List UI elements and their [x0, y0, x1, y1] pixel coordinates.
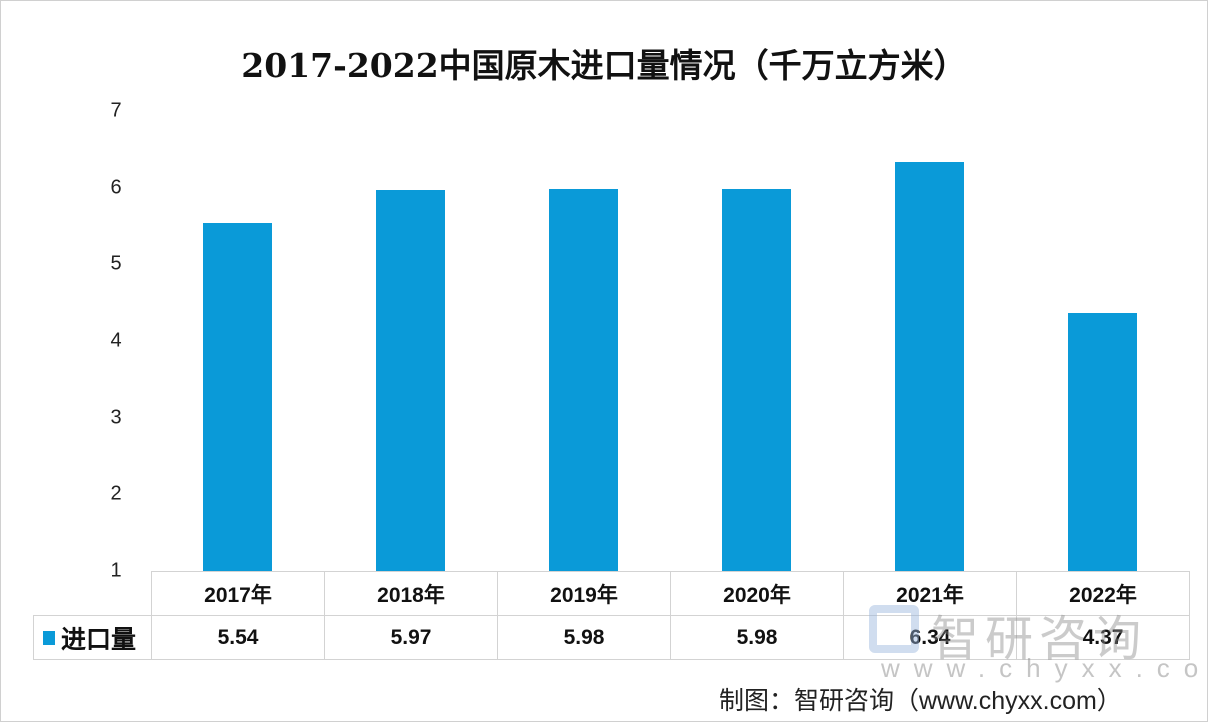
- watermark-url: www.chyxx.com: [881, 653, 1207, 683]
- y-tick-label: 6: [110, 176, 122, 199]
- y-tick-label: 4: [110, 329, 122, 352]
- chart-title: 2017-2022中国原木进口量情况（千万立方米）: [241, 46, 967, 85]
- y-tick-label: 5: [110, 252, 122, 275]
- legend-label: 进口量: [61, 625, 137, 654]
- data-label: 4.37: [1016, 615, 1190, 660]
- source-note: 制图：智研咨询（www.chyxx.com）: [719, 687, 1122, 715]
- data-label: 5.98: [670, 615, 844, 660]
- watermark-name: 智研咨询: [931, 613, 1148, 666]
- watermark-logo-icon: [869, 605, 919, 653]
- data-label: 5.98: [497, 615, 671, 660]
- bar-2022年: [1068, 312, 1137, 571]
- x-tick-label: 2020年: [670, 571, 844, 616]
- bar-2021年: [895, 161, 964, 571]
- x-tick-label: 2019年: [497, 571, 671, 616]
- y-tick-label: 7: [110, 99, 122, 122]
- bar-2017年: [203, 222, 272, 571]
- x-tick-label: 2018年: [324, 571, 498, 616]
- y-tick-label: 1: [110, 559, 122, 582]
- data-label: 5.97: [324, 615, 498, 660]
- y-tick-label: 3: [110, 406, 122, 429]
- bar-2020年: [722, 189, 791, 571]
- bar-2019年: [549, 189, 618, 571]
- legend-swatch: [43, 630, 55, 645]
- y-tick-label: 2: [110, 482, 122, 505]
- bar-2018年: [376, 189, 445, 571]
- legend-entry: 进口量: [33, 615, 152, 660]
- x-tick-label: 2017年: [151, 571, 325, 616]
- data-label: 5.54: [151, 615, 325, 660]
